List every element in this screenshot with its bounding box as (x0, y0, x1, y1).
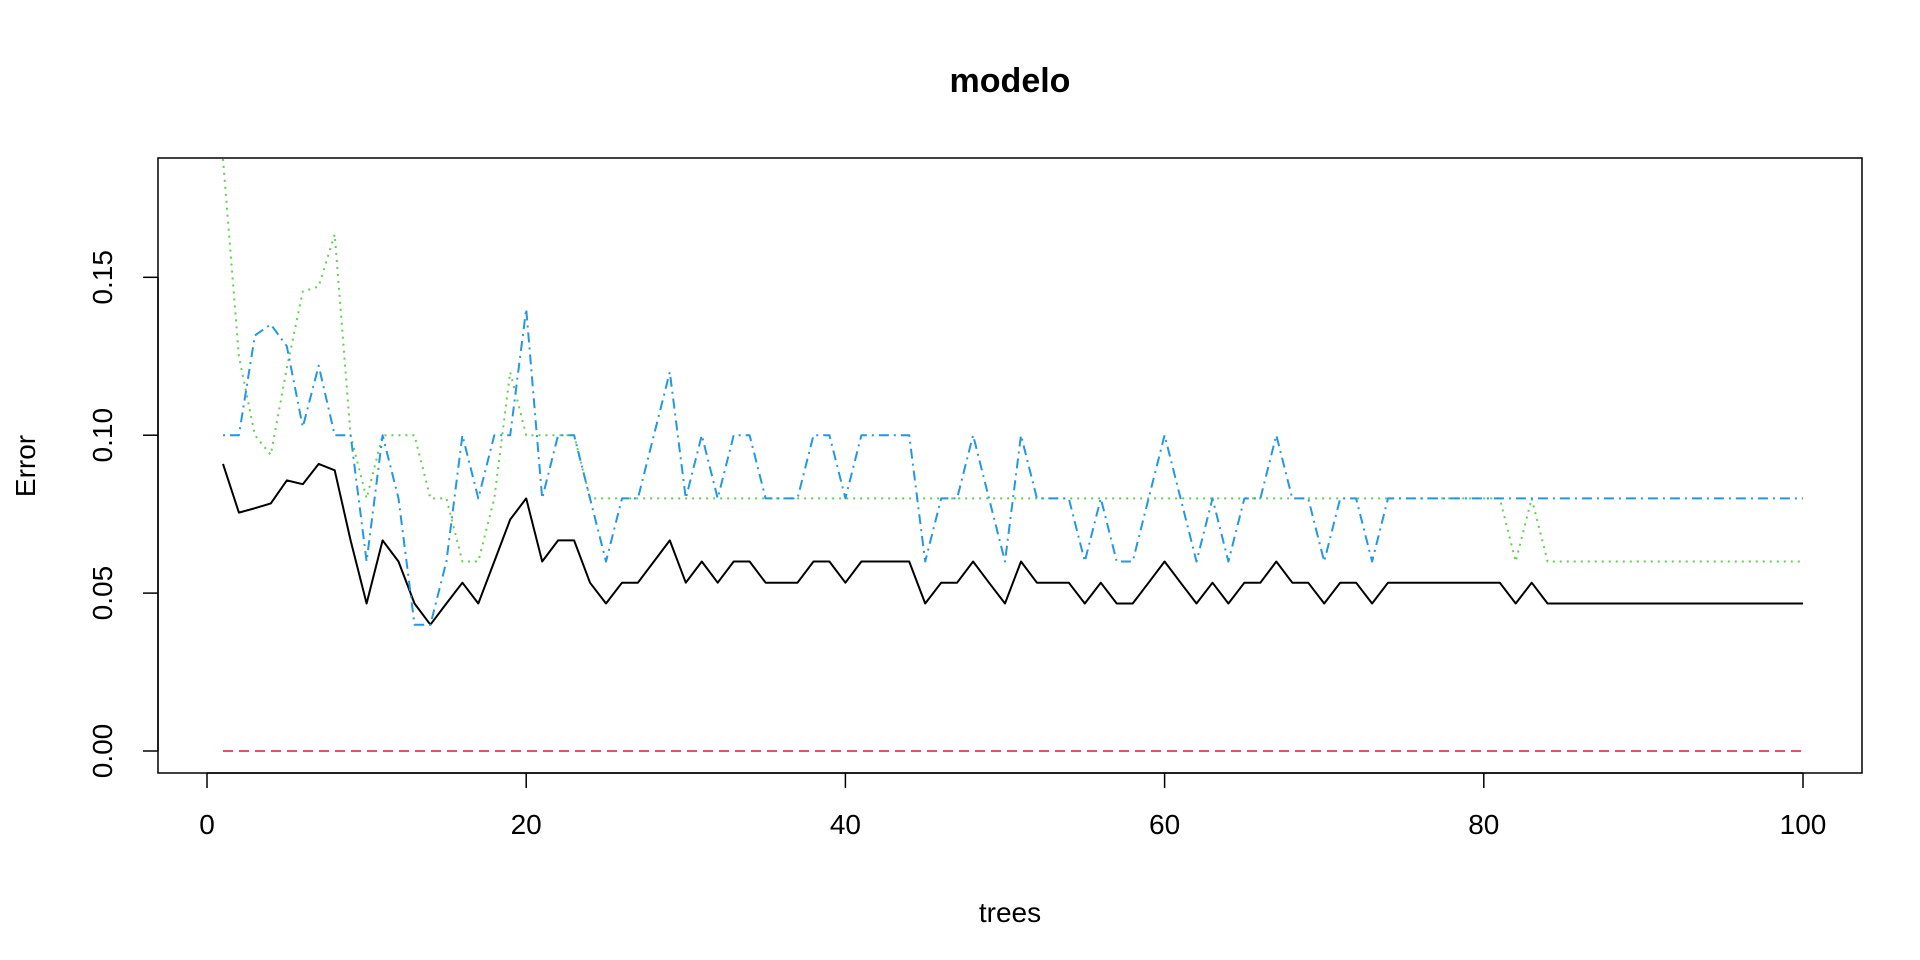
y-axis: 0.00 0.05 0.10 0.15 (87, 250, 159, 779)
series-line-4 (223, 307, 1803, 626)
y-axis-label: Error (10, 435, 41, 497)
y-tick-label: 0.10 (87, 408, 118, 463)
x-tick-label: 60 (1149, 809, 1180, 840)
plot-frame (157, 157, 1863, 774)
series-line-1 (222, 462, 1803, 626)
x-tick-label: 100 (1780, 809, 1827, 840)
x-tick-label: 40 (830, 809, 861, 840)
y-tick-label: 0.15 (87, 250, 118, 305)
y-tick-label: 0.05 (87, 566, 118, 621)
y-tick-label: 0.00 (87, 724, 118, 779)
x-axis-label: trees (979, 897, 1041, 928)
series-layer (222, 158, 1803, 752)
x-tick-label: 80 (1468, 809, 1499, 840)
series-line-3 (222, 158, 1803, 563)
chart-title: modelo (950, 62, 1071, 100)
x-axis: 0 20 40 60 80 100 (199, 772, 1827, 840)
x-tick-label: 0 (199, 809, 215, 840)
x-tick-label: 20 (511, 809, 542, 840)
